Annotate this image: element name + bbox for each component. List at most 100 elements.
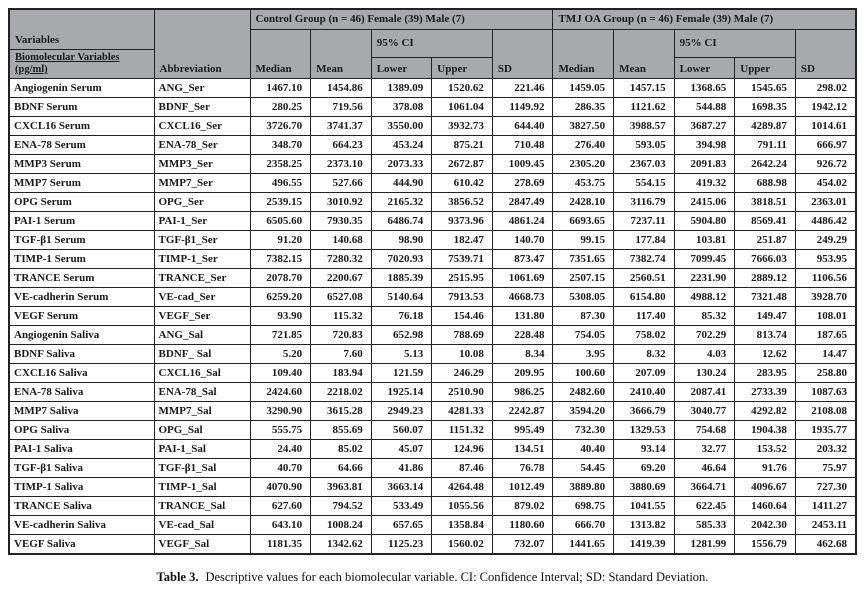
tmj-value: 2415.06 <box>673 191 736 212</box>
tmj-value: 85.32 <box>673 305 736 326</box>
variable-name: BDNF Serum <box>8 96 155 117</box>
tmj-value: 1459.05 <box>552 77 615 98</box>
control-value: 1454.86 <box>310 77 372 98</box>
tmj-value: 2733.39 <box>734 381 796 402</box>
control-value: 76.18 <box>370 305 433 326</box>
abbreviation: VEGF_Sal <box>153 533 251 554</box>
table-row: TRANCE Serum TRANCE_Ser 2078.70 2200.67 1885… <box>8 267 857 288</box>
tmj-value: 1460.64 <box>734 495 796 516</box>
table-row: MMP7 Saliva MMP7_Sal 3290.90 3615.28 2949.23… <box>8 400 857 421</box>
control-value: 7280.32 <box>310 248 372 269</box>
control-value: 794.52 <box>310 495 372 516</box>
control-value: 4070.90 <box>249 476 312 497</box>
tmj-value: 3880.69 <box>613 476 675 497</box>
tmj-value: 32.77 <box>673 438 736 459</box>
control-value: 278.69 <box>491 172 554 193</box>
control-value: 1061.69 <box>491 267 554 288</box>
tmj-value: 688.98 <box>734 172 796 193</box>
control-value: 555.75 <box>249 419 312 440</box>
abbreviation: VE-cad_Sal <box>153 514 251 535</box>
tmj-value: 258.80 <box>794 362 857 383</box>
control-value: 3963.81 <box>310 476 372 497</box>
tmj-value: 2087.41 <box>673 381 736 402</box>
variable-name: TGF-β1 Serum <box>8 229 155 250</box>
variable-name: BDNF Saliva <box>8 343 155 364</box>
control-value: 732.07 <box>491 533 554 554</box>
tmj-value: 754.68 <box>673 419 736 440</box>
tmj-value: 1556.79 <box>734 533 796 554</box>
tmj-value: 1942.12 <box>794 96 857 117</box>
tmj-value: 666.97 <box>794 134 857 155</box>
tmj-value: 4292.82 <box>734 400 796 421</box>
tmj-value: 2560.51 <box>613 267 675 288</box>
control-value: 4861.24 <box>491 210 554 231</box>
tmj-value: 419.32 <box>673 172 736 193</box>
variable-name: TIMP-1 Serum <box>8 248 155 269</box>
control-value: 627.60 <box>249 495 312 516</box>
tmj-value: 1281.99 <box>673 533 736 554</box>
tmj-value: 153.52 <box>734 438 796 459</box>
control-value: 720.83 <box>310 324 372 345</box>
tmj-value: 1087.63 <box>794 381 857 402</box>
tmj-value: 130.24 <box>673 362 736 383</box>
column-header-mean-tmj: Mean <box>613 28 675 79</box>
tmj-value: 3666.79 <box>613 400 675 421</box>
control-value: 3290.90 <box>249 400 312 421</box>
table-row: VEGF Saliva VEGF_Sal 1181.35 1342.62 1125.23… <box>8 533 857 554</box>
control-value: 1151.32 <box>431 419 493 440</box>
control-value: 2373.10 <box>310 153 372 174</box>
tmj-value: 99.15 <box>552 229 615 250</box>
tmj-value: 7666.03 <box>734 248 796 269</box>
tmj-value: 4096.67 <box>734 476 796 497</box>
table-caption-text: Descriptive values for each biomolecular… <box>205 569 709 584</box>
control-value: 2672.87 <box>431 153 493 174</box>
control-value: 5.13 <box>370 343 433 364</box>
control-value: 124.96 <box>431 438 493 459</box>
tmj-value: 1411.27 <box>794 495 857 516</box>
control-value: 3010.92 <box>310 191 372 212</box>
variable-name: Angiogenin Serum <box>8 77 155 98</box>
tmj-value: 207.09 <box>613 362 675 383</box>
abbreviation: CXCL16_Ser <box>153 115 251 136</box>
ci-header-tmj: 95% CI <box>673 28 796 58</box>
control-value: 986.25 <box>491 381 554 402</box>
abbreviation: BDNF_Ser <box>153 96 251 117</box>
table-container: Variables Biomolecular Variables (pg/ml)… <box>8 8 857 585</box>
tmj-value: 6693.65 <box>552 210 615 231</box>
tmj-value: 2108.08 <box>794 400 857 421</box>
tmj-value: 1106.56 <box>794 267 857 288</box>
tmj-value: 75.97 <box>794 457 857 478</box>
control-value: 2510.90 <box>431 381 493 402</box>
control-value: 1520.62 <box>431 77 493 98</box>
control-value: 6259.20 <box>249 286 312 307</box>
table-row: BDNF Serum BDNF_Ser 280.25 719.56 378.08 1061… <box>8 96 857 117</box>
tmj-value: 1698.35 <box>734 96 796 117</box>
tmj-value: 103.81 <box>673 229 736 250</box>
tmj-value: 702.29 <box>673 324 736 345</box>
control-value: 855.69 <box>310 419 372 440</box>
control-value: 1180.60 <box>491 514 554 535</box>
variable-name: VE-cadherin Saliva <box>8 514 155 535</box>
control-value: 644.40 <box>491 115 554 136</box>
tmj-value: 283.95 <box>734 362 796 383</box>
control-value: 2218.02 <box>310 381 372 402</box>
variable-name: VEGF Serum <box>8 305 155 326</box>
control-value: 121.59 <box>370 362 433 383</box>
control-value: 115.32 <box>310 305 372 326</box>
control-value: 3726.70 <box>249 115 312 136</box>
control-value: 657.65 <box>370 514 433 535</box>
variable-name: ENA-78 Saliva <box>8 381 155 402</box>
variable-name: TRANCE Saliva <box>8 495 155 516</box>
tmj-value: 2305.20 <box>552 153 615 174</box>
control-value: 2200.67 <box>310 267 372 288</box>
abbreviation: TRANCE_Sal <box>153 495 251 516</box>
tmj-group-header: TMJ OA Group (n = 46) Female (39) Male (… <box>552 8 857 30</box>
tmj-value: 585.33 <box>673 514 736 535</box>
tmj-value: 2889.12 <box>734 267 796 288</box>
ci-header-control: 95% CI <box>370 28 493 58</box>
abbreviation: VE-cad_Ser <box>153 286 251 307</box>
tmj-value: 453.75 <box>552 172 615 193</box>
tmj-value: 622.45 <box>673 495 736 516</box>
abbreviation: CXCL16_Sal <box>153 362 251 383</box>
tmj-value: 2410.40 <box>613 381 675 402</box>
